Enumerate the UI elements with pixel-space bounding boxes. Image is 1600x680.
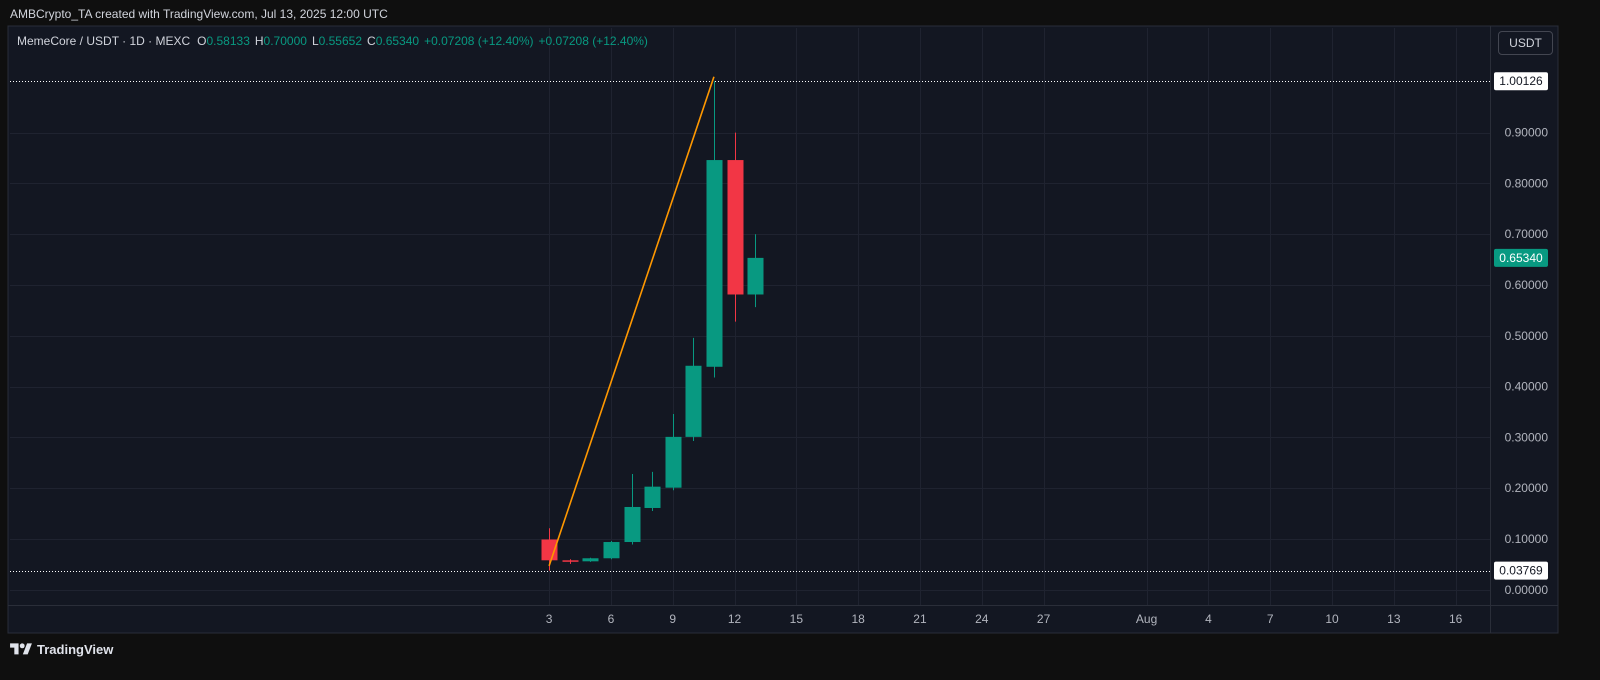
legend-high-label: H [254, 34, 264, 48]
x-tick-label: 15 [790, 612, 804, 626]
horizontal-line-price-label: 1.00126 [1499, 74, 1543, 88]
x-tick-label: 18 [851, 612, 865, 626]
y-tick-label: 0.50000 [1505, 329, 1549, 343]
legend-change: +0.07208 (+12.40%) [424, 34, 534, 48]
currency-unit-button[interactable]: USDT [1498, 31, 1553, 55]
candle-body [562, 560, 579, 562]
chart-legend: MemeCore / USDT · 1D · MEXC O 0.58133 H … [17, 33, 648, 49]
y-tick-label: 0.80000 [1505, 176, 1549, 190]
x-tick-label: 9 [669, 612, 676, 626]
x-tick-label: 16 [1449, 612, 1463, 626]
candle-body [727, 160, 744, 295]
y-tick-label: 0.30000 [1505, 430, 1549, 444]
x-tick-label: 13 [1387, 612, 1401, 626]
last-price-box [1494, 248, 1548, 267]
candle-body [582, 558, 599, 562]
trend-line [548, 76, 715, 567]
x-tick-label: 10 [1325, 612, 1339, 626]
legend-change-repeat: +0.07208 (+12.40%) [538, 34, 648, 48]
candle-body [624, 506, 641, 543]
x-tick-label: 4 [1205, 612, 1212, 626]
x-tick-label: 7 [1267, 612, 1274, 626]
x-tick-label: 27 [1037, 612, 1051, 626]
legend-close-value: 0.65340 [375, 34, 420, 48]
y-tick-label: 0.60000 [1505, 278, 1549, 292]
x-tick-label: 6 [608, 612, 615, 626]
legend-close-label: C [367, 34, 376, 48]
legend-open-value: 0.58133 [206, 34, 250, 48]
y-tick-label: 0.00000 [1505, 583, 1549, 597]
tradingview-logo-icon [10, 642, 32, 654]
candle-body [747, 257, 764, 295]
legend-symbol: MemeCore / USDT · 1D · MEXC [17, 34, 191, 48]
y-tick-label: 0.40000 [1505, 380, 1549, 394]
legend-low-value: 0.55652 [318, 34, 363, 48]
tradingview-brand-link[interactable]: TradingView [10, 640, 113, 658]
legend-open-label: O [197, 34, 207, 48]
candle-body [644, 486, 661, 508]
price-label-box [1494, 561, 1548, 580]
y-tick-label: 0.90000 [1505, 126, 1549, 140]
legend-low-label: L [311, 34, 319, 48]
last-price-label: 0.65340 [1499, 251, 1543, 265]
y-tick-label: 0.20000 [1505, 481, 1549, 495]
attribution-text: AMBCrypto_TA created with TradingView.co… [10, 7, 388, 21]
horizontal-line-price-label: 0.03769 [1499, 564, 1543, 578]
y-tick-label: 0.70000 [1505, 227, 1549, 241]
x-tick-label: 24 [975, 612, 989, 626]
candle-body [665, 436, 682, 488]
y-tick-label: 0.10000 [1505, 532, 1549, 546]
x-tick-label: 21 [913, 612, 927, 626]
candle-body [685, 365, 702, 437]
x-tick-label: 12 [728, 612, 742, 626]
legend-high-value: 0.70000 [263, 34, 307, 48]
x-tick-label: 3 [546, 612, 553, 626]
chart-frame [7, 25, 1559, 634]
brand-name: TradingView [37, 641, 114, 657]
price-label-box [1494, 72, 1548, 91]
candle-body [706, 160, 723, 367]
x-tick-label: Aug [1136, 612, 1157, 626]
candle-body [603, 542, 620, 559]
